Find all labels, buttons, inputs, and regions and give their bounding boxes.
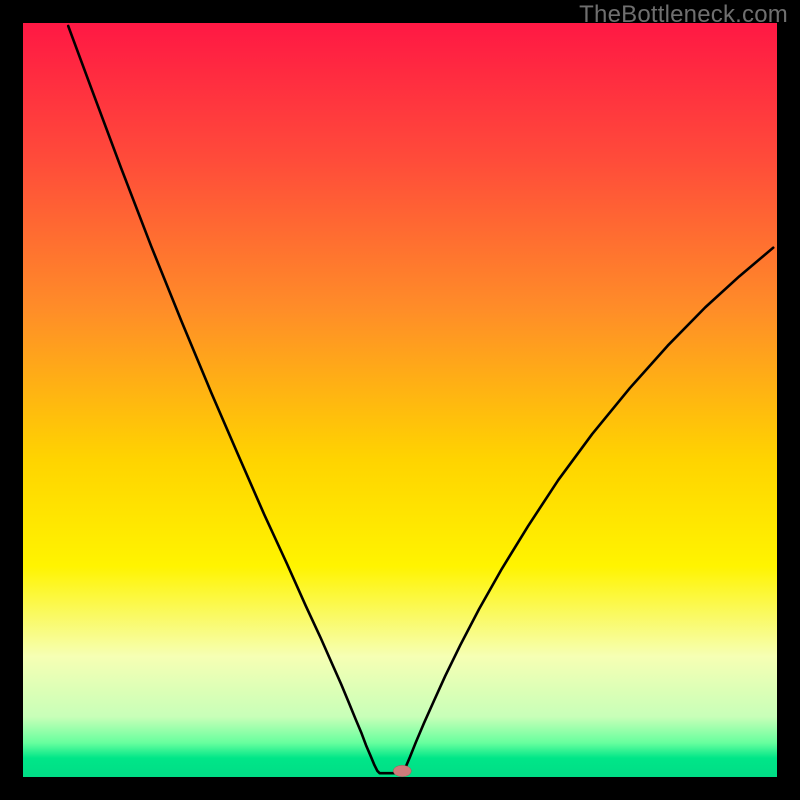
- chart-svg: [23, 23, 777, 777]
- gradient-background: [23, 23, 777, 777]
- plot-area: [23, 23, 777, 777]
- watermark-text: TheBottleneck.com: [579, 1, 788, 29]
- chart-frame: [23, 23, 777, 777]
- min-marker: [393, 765, 411, 776]
